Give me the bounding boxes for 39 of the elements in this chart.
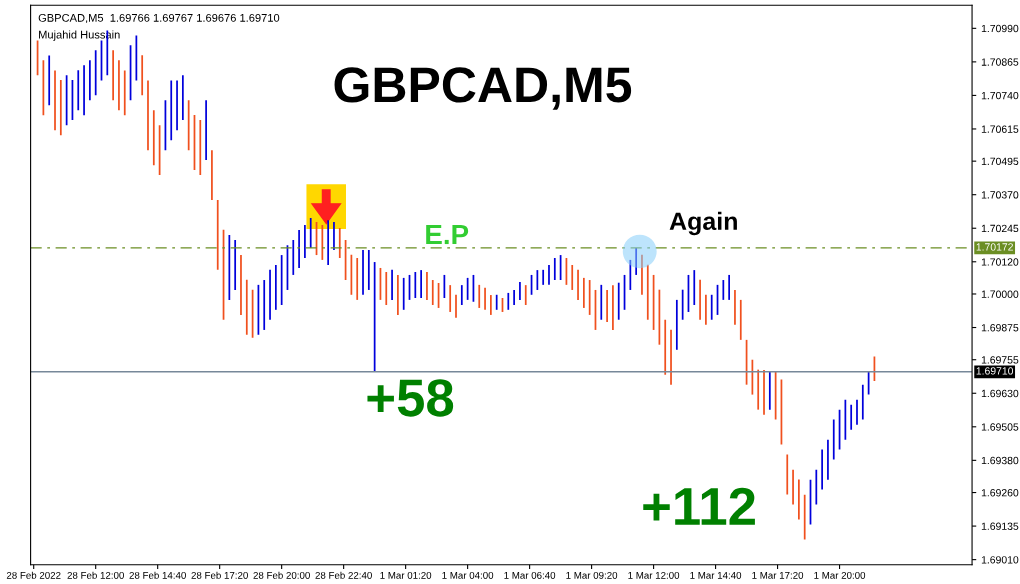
y-tick-label: 1.69630 bbox=[981, 389, 1019, 398]
ref-line-label: 1.69710 bbox=[976, 367, 1014, 375]
x-tick-label: 28 Feb 17:20 bbox=[191, 571, 248, 579]
x-tick-label: 1 Mar 12:00 bbox=[628, 571, 680, 579]
y-tick-label: 1.69755 bbox=[981, 356, 1019, 364]
x-tick-label: 1 Mar 04:00 bbox=[442, 571, 494, 579]
ref-line-label: 1.70172 bbox=[976, 243, 1013, 251]
y-tick-label: 1.69875 bbox=[981, 324, 1019, 332]
text: GBPCAD,M5 bbox=[334, 67, 632, 110]
x-tick-label: 1 Mar 20:00 bbox=[814, 571, 866, 579]
y-tick-label: 1.70120 bbox=[981, 258, 1019, 266]
y-tick-label: 1.69135 bbox=[981, 522, 1019, 530]
x-tick-label: 28 Feb 12:00 bbox=[67, 571, 124, 579]
annotation: Again bbox=[669, 211, 737, 236]
y-tick-label: 1.70000 bbox=[981, 290, 1019, 298]
x-tick-label: 1 Mar 17:20 bbox=[752, 571, 804, 579]
y-tick-label: 1.70990 bbox=[981, 24, 1019, 33]
annotation: +58 bbox=[367, 379, 454, 417]
annotation: GBPCAD,M5 1.69766 1.69767 1.69676 1.69710 bbox=[38, 13, 280, 24]
y-tick-label: 1.69010 bbox=[981, 556, 1019, 564]
annotation: E.P bbox=[426, 224, 469, 245]
x-tick-label: 1 Mar 01:20 bbox=[380, 571, 432, 579]
y-tick-label: 1.69380 bbox=[981, 456, 1019, 465]
y-tick-label: 1.70495 bbox=[981, 157, 1019, 166]
y-tick-label: 1.70615 bbox=[981, 125, 1019, 133]
y-tick-label: 1.69505 bbox=[981, 423, 1019, 431]
x-tick-label: 28 Feb 14:40 bbox=[129, 571, 186, 579]
x-tick-label: 1 Mar 06:40 bbox=[504, 571, 556, 579]
annotation: +112 bbox=[643, 487, 755, 525]
y-tick-label: 1.70245 bbox=[981, 224, 1019, 233]
y-tick-label: 1.69260 bbox=[981, 489, 1019, 497]
x-tick-label: 1 Mar 09:20 bbox=[566, 571, 618, 579]
y-tick-label: 1.70740 bbox=[981, 91, 1019, 100]
x-tick-label: 28 Feb 2022 bbox=[6, 571, 61, 579]
y-tick-label: 1.70865 bbox=[981, 58, 1019, 66]
y-tick-label: 1.70370 bbox=[981, 191, 1019, 199]
x-tick-label: 28 Feb 20:00 bbox=[253, 571, 310, 579]
x-tick-label: 1 Mar 14:40 bbox=[690, 571, 742, 579]
x-tick-label: 28 Feb 22:40 bbox=[315, 571, 372, 579]
